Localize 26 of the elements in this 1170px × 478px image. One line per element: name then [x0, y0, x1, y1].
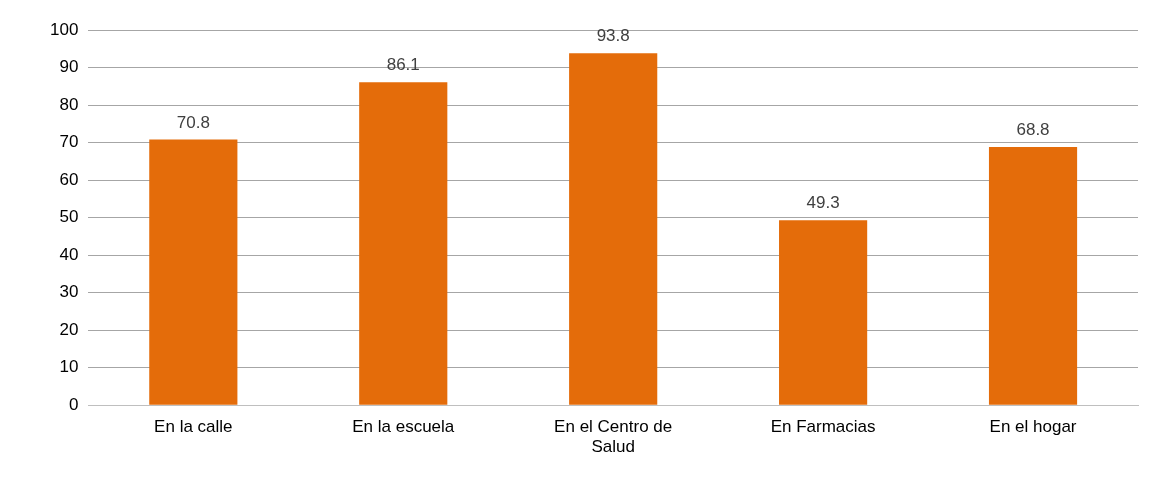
x-tick-label: En la escuela [352, 417, 455, 437]
bar [149, 139, 238, 405]
y-tick-label: 70 [59, 132, 79, 152]
data-label: 86.1 [386, 55, 420, 75]
bar [569, 53, 658, 405]
bar [779, 220, 868, 405]
y-tick-label: 20 [59, 319, 79, 339]
data-label: 68.8 [1016, 120, 1050, 140]
data-label: 70.8 [176, 112, 210, 132]
data-label: 93.8 [596, 26, 630, 46]
bar [359, 82, 448, 405]
y-tick-label: 10 [59, 357, 79, 377]
x-tick-label: En el hogar [989, 417, 1077, 437]
bar [988, 147, 1078, 405]
y-tick-label: 80 [59, 94, 79, 114]
y-tick-label: 30 [59, 282, 79, 302]
y-tick-label: 40 [59, 244, 79, 264]
y-tick-label: 60 [59, 169, 79, 189]
y-tick-label: 90 [59, 57, 79, 77]
y-tick-label: 0 [68, 394, 79, 414]
x-tick-label: En el Centro de Salud [554, 417, 673, 457]
x-tick-label: En la calle [154, 417, 233, 437]
x-tick-label: En Farmacias [770, 417, 876, 437]
y-tick-label: 50 [59, 207, 79, 227]
y-tick-label: 100 [49, 19, 79, 39]
data-label: 49.3 [806, 193, 840, 213]
